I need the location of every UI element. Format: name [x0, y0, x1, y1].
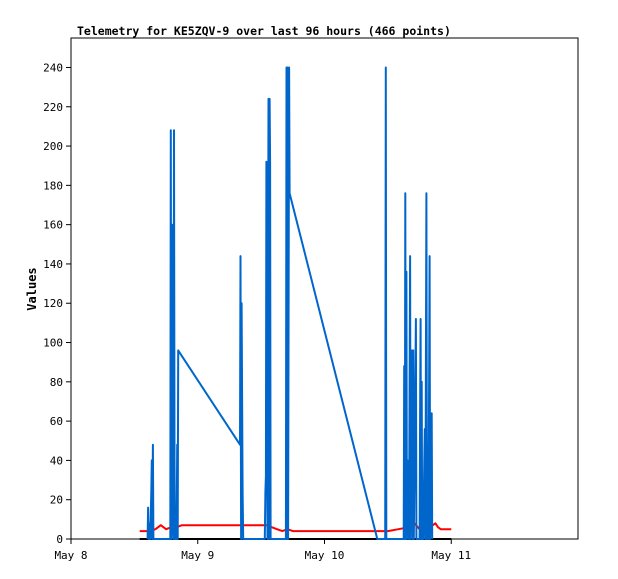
y-tick-label: 40	[50, 454, 63, 467]
y-tick-label: 80	[50, 376, 63, 389]
series-line-2	[146, 66, 434, 540]
y-tick-label: 240	[43, 61, 63, 74]
y-tick-label: 220	[43, 101, 63, 114]
y-tick-label: 100	[43, 337, 63, 350]
y-tick-label: 180	[43, 179, 63, 192]
y-axis-label: Values	[25, 267, 39, 310]
x-tick-label: May 11	[431, 549, 471, 562]
y-tick-label: 0	[56, 533, 63, 546]
series-group	[139, 66, 452, 540]
y-tick-label: 200	[43, 140, 63, 153]
y-tick-label: 60	[50, 415, 63, 428]
chart-title: Telemetry for KE5ZQV-9 over last 96 hour…	[77, 24, 451, 38]
y-tick-label: 160	[43, 219, 63, 232]
x-tick-label: May 8	[54, 549, 87, 562]
x-axis-ticks: May 8 May 9 May 10 May 11	[54, 539, 471, 562]
y-axis-ticks: 0 20 40 60 80 100 120 140 160 180 200 220 240	[43, 61, 71, 546]
x-tick-label: May 10	[305, 549, 345, 562]
y-tick-label: 120	[43, 297, 63, 310]
y-tick-label: 20	[50, 494, 63, 507]
plot-frame	[70, 37, 579, 540]
y-tick-label: 140	[43, 258, 63, 271]
x-tick-label: May 9	[181, 549, 214, 562]
